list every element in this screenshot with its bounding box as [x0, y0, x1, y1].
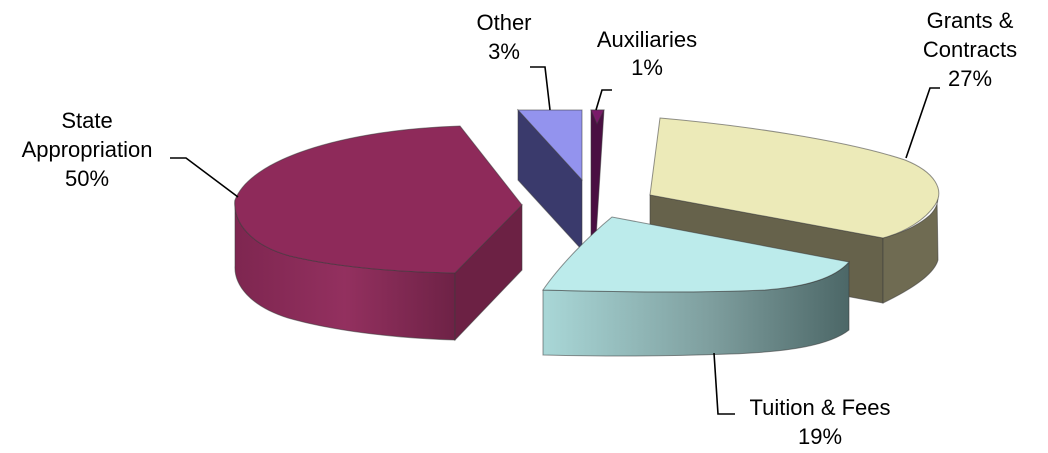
leader-line-grants-and-contracts	[905, 87, 940, 159]
pie-slice-other	[516, 108, 583, 252]
slices-layer	[234, 108, 940, 357]
leader-line-tuition-and-fees	[713, 352, 735, 415]
pie-slice-grants-and-contracts-top	[649, 117, 940, 239]
slice-label-state-appropriation: Appropriation	[22, 137, 153, 162]
slice-label-state-appropriation: State	[61, 108, 112, 133]
slice-label-auxiliaries: Auxiliaries	[597, 27, 697, 52]
leader-line-other	[530, 66, 551, 111]
pie-slice-auxiliaries	[590, 109, 605, 244]
leader-line-state-appropriation	[170, 157, 239, 198]
slice-label-grants-and-contracts: Contracts	[923, 37, 1017, 62]
pie-slice-state-appropriation	[234, 125, 523, 342]
slice-percent-tuition-and-fees: 19%	[798, 424, 842, 449]
leader-line-auxiliaries	[595, 89, 612, 111]
pie-slice-tuition-and-fees	[542, 216, 850, 357]
pie-slice-auxiliaries-top	[590, 109, 605, 126]
slice-label-grants-and-contracts: Grants &	[927, 8, 1014, 33]
slice-percent-other: 3%	[488, 39, 520, 64]
pie-slice-auxiliaries-side	[590, 109, 605, 244]
pie-slice-state-appropriation-top	[234, 125, 523, 274]
labels-layer: Grants & Contracts 27% Tuition & Fees 19% Sta…	[22, 8, 1018, 449]
slice-percent-state-appropriation: 50%	[65, 166, 109, 191]
slice-label-tuition-and-fees: Tuition & Fees	[749, 395, 890, 420]
slice-percent-auxiliaries: 1%	[631, 55, 663, 80]
leader-lines-layer	[170, 66, 940, 415]
slice-label-other: Other	[476, 10, 531, 35]
pie-slice-tuition-and-fees-top	[542, 216, 850, 293]
slice-percent-grants-and-contracts: 27%	[948, 66, 992, 91]
